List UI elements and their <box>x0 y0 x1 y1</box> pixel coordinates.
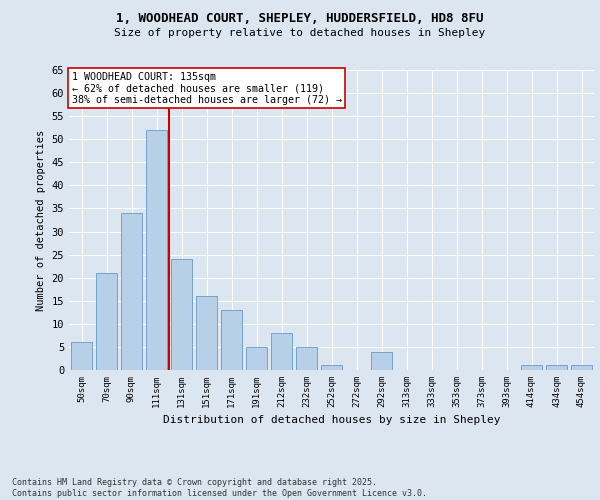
Bar <box>71 342 92 370</box>
Bar <box>521 366 542 370</box>
Bar <box>146 130 167 370</box>
Bar <box>96 273 117 370</box>
Bar <box>296 347 317 370</box>
Bar <box>571 366 592 370</box>
Bar <box>246 347 267 370</box>
Text: Contains HM Land Registry data © Crown copyright and database right 2025.
Contai: Contains HM Land Registry data © Crown c… <box>12 478 427 498</box>
Bar <box>271 333 292 370</box>
Bar <box>321 366 342 370</box>
Bar <box>196 296 217 370</box>
Bar <box>171 259 192 370</box>
Bar <box>221 310 242 370</box>
Text: Size of property relative to detached houses in Shepley: Size of property relative to detached ho… <box>115 28 485 38</box>
Text: 1 WOODHEAD COURT: 135sqm
← 62% of detached houses are smaller (119)
38% of semi-: 1 WOODHEAD COURT: 135sqm ← 62% of detach… <box>71 72 341 104</box>
X-axis label: Distribution of detached houses by size in Shepley: Distribution of detached houses by size … <box>163 416 500 426</box>
Bar <box>371 352 392 370</box>
Bar <box>121 213 142 370</box>
Bar <box>546 366 567 370</box>
Y-axis label: Number of detached properties: Number of detached properties <box>36 130 46 310</box>
Text: 1, WOODHEAD COURT, SHEPLEY, HUDDERSFIELD, HD8 8FU: 1, WOODHEAD COURT, SHEPLEY, HUDDERSFIELD… <box>116 12 484 26</box>
